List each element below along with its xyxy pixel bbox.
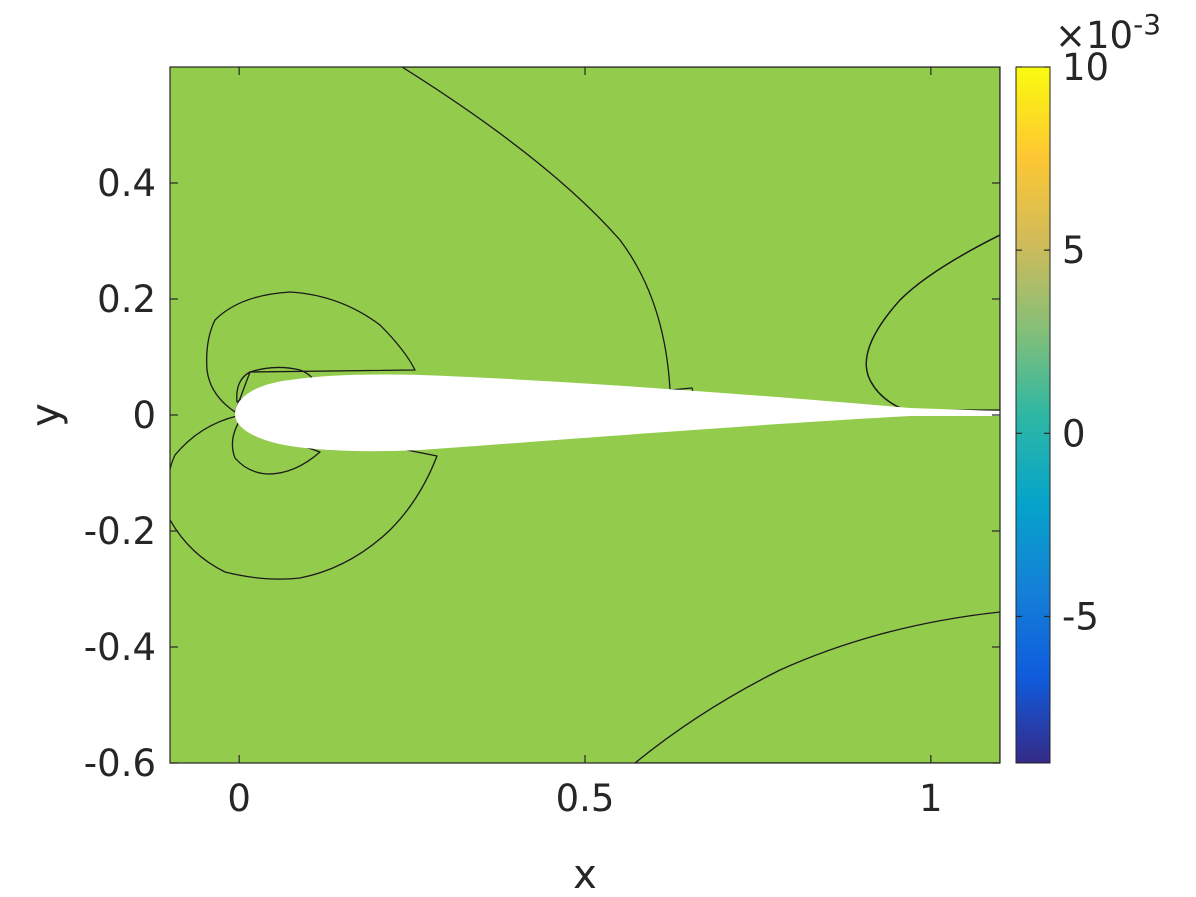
x-tick-label: 0.5 (556, 777, 615, 820)
colorbar-tick-label: 10 (1062, 46, 1109, 89)
y-axis-ticks: -0.6 -0.4 -0.2 0 0.2 0.4 (84, 162, 1000, 785)
airfoil (235, 374, 1000, 452)
region-lower-lobe (170, 415, 438, 580)
y-tick-label: 0.2 (97, 278, 156, 321)
colorbar-tick-label: 0 (1062, 412, 1086, 455)
colorbar-exponent-base: ×10 (1055, 14, 1133, 57)
region-right-lobe (865, 234, 1000, 411)
colorbar-tick-label: 5 (1062, 229, 1086, 272)
colorbar-ticks: -5 0 5 10 (1016, 46, 1109, 638)
colorbar (1015, 66, 1051, 764)
plot-area (170, 67, 1000, 763)
region-lower-right (634, 611, 1000, 763)
y-tick-label: 0 (132, 394, 156, 437)
region-upper-lobe (206, 291, 416, 413)
colorbar-tick-label: -5 (1062, 595, 1099, 638)
y-tick-label: -0.4 (84, 626, 156, 669)
colorbar-exponent-power: -3 (1133, 8, 1161, 41)
colorbar-exponent: ×10-3 (1055, 8, 1161, 57)
x-axis-label: x (573, 852, 597, 897)
x-tick-label: 1 (919, 777, 943, 820)
y-tick-label: -0.2 (84, 510, 156, 553)
x-axis-ticks: 0 0.5 1 (227, 67, 943, 820)
x-tick-label: 0 (227, 777, 251, 820)
region-inner-lower-lobe (231, 419, 321, 475)
y-tick-label: -0.6 (84, 742, 156, 785)
y-axis-label: y (23, 403, 69, 427)
y-tick-label: 0.4 (97, 162, 156, 205)
